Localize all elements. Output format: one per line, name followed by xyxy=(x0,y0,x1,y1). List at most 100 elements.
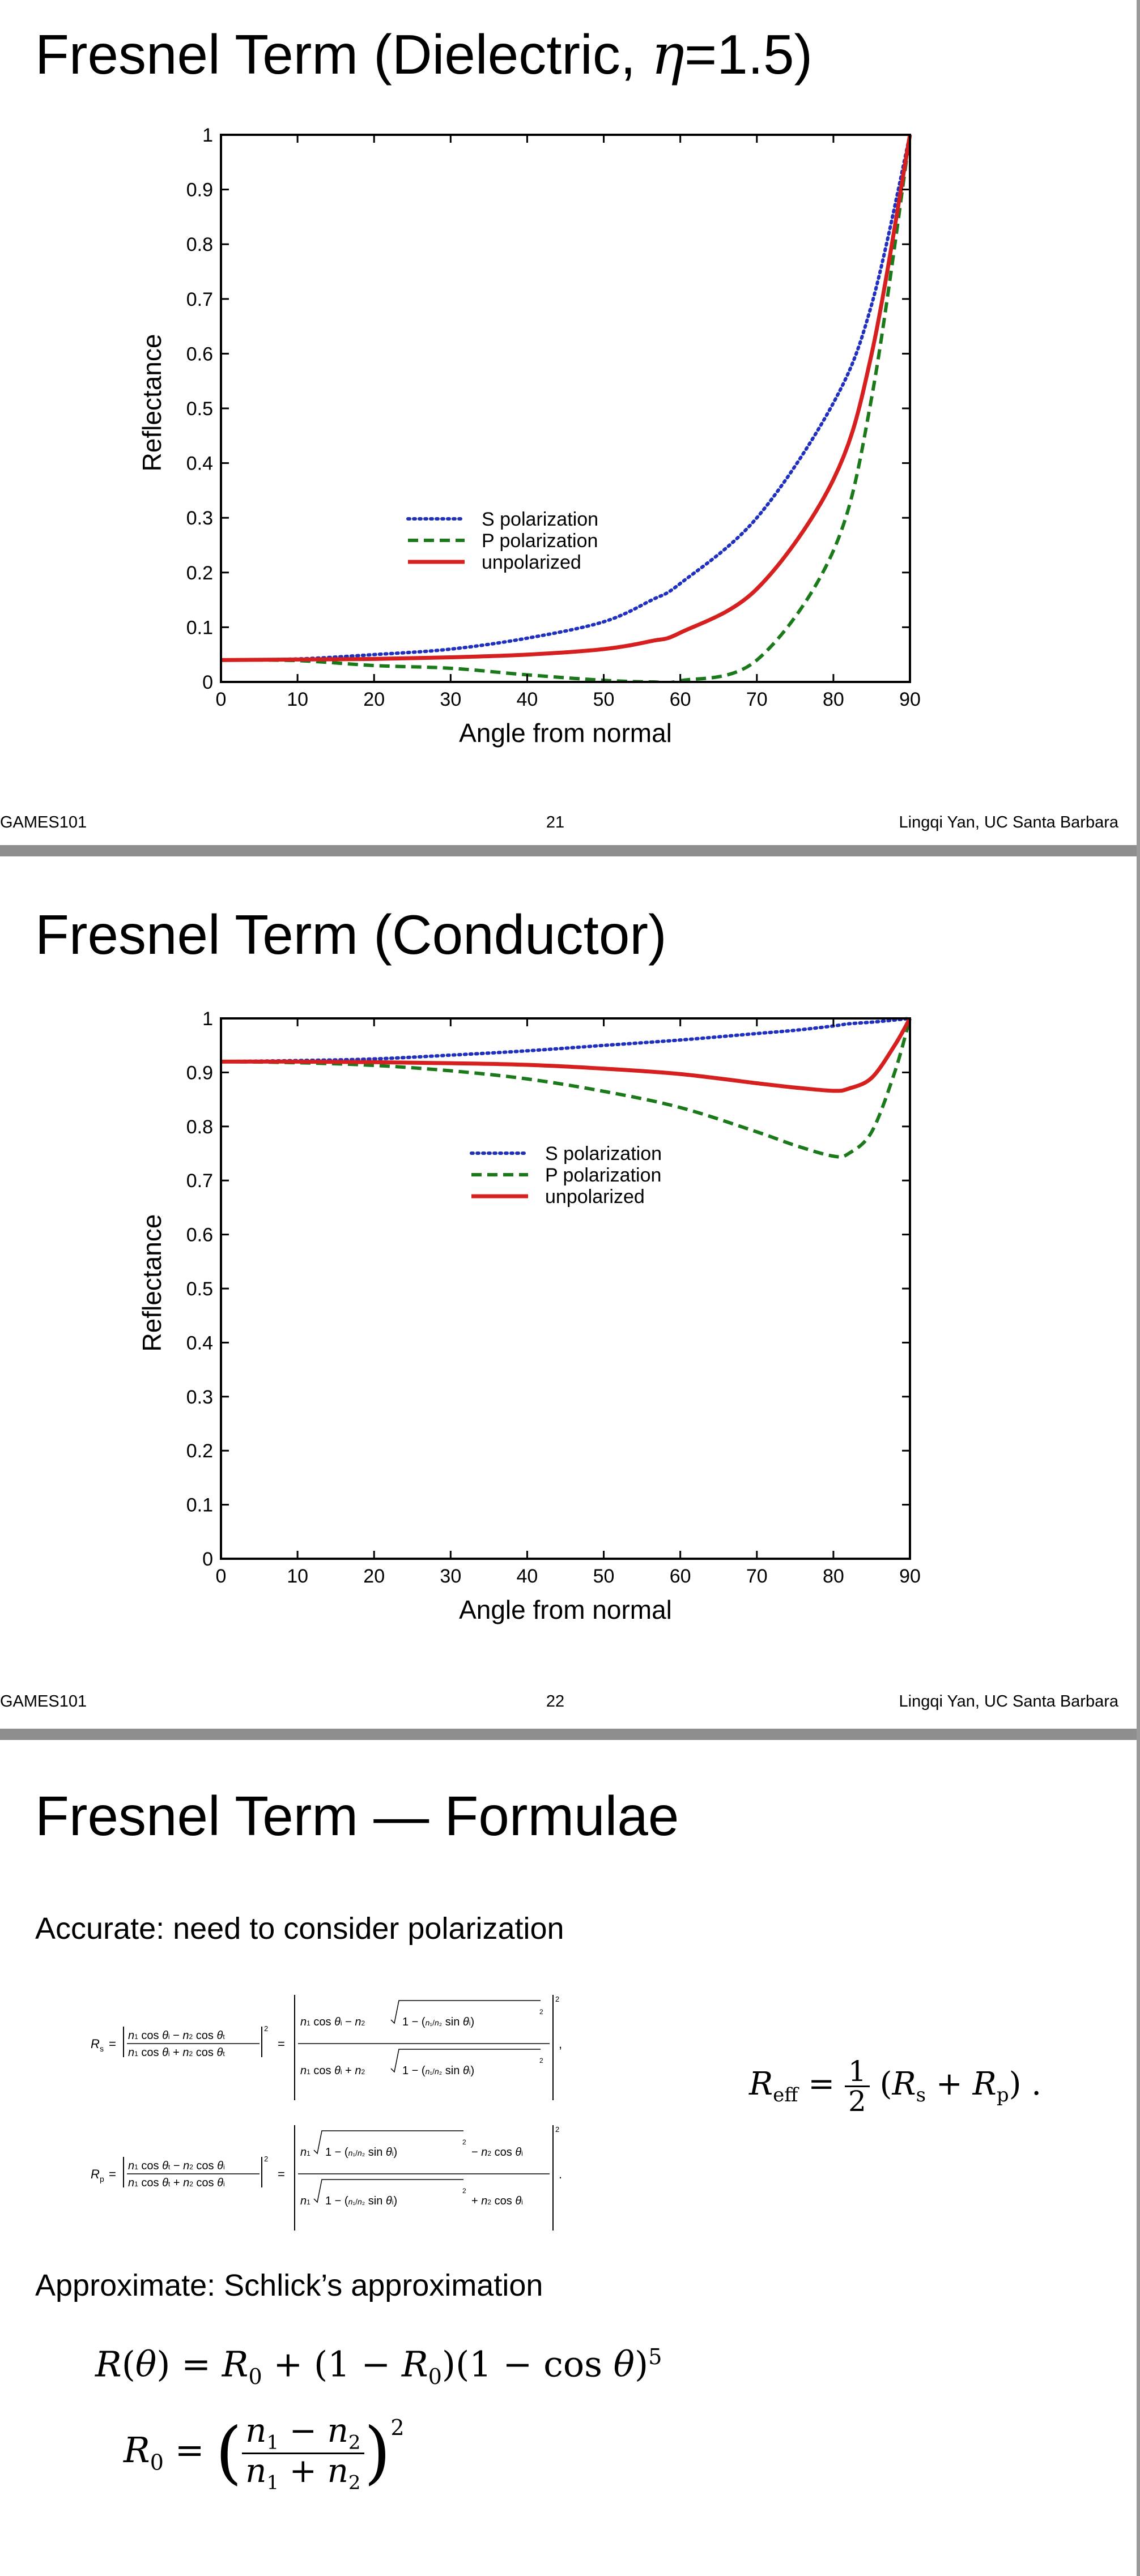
x-tick-label: 60 xyxy=(670,689,691,710)
x-tick-label: 90 xyxy=(899,1566,921,1587)
svg-text:2: 2 xyxy=(539,2057,543,2065)
slide-separator xyxy=(0,1729,1140,1740)
y-tick-label: 0.3 xyxy=(186,1387,213,1408)
y-tick-label: 1 xyxy=(202,1008,213,1030)
svg-text:2: 2 xyxy=(555,1995,559,2003)
svg-text:n1 cos θi − n2: n1 cos θi − n2 xyxy=(300,2016,365,2028)
title-prefix: Fresnel Term (Dielectric, xyxy=(35,23,652,86)
x-tick-label: 30 xyxy=(440,689,461,710)
x-tick-label: 20 xyxy=(363,1566,385,1587)
footer-page-number: 21 xyxy=(546,813,565,831)
series-line-s-polarization xyxy=(221,133,912,662)
svg-text:1 − (n₁/n₂ sin θi): 1 − (n₁/n₂ sin θi) xyxy=(402,2016,474,2028)
legend-label: P polarization xyxy=(545,1165,661,1186)
series-line-unpolarized xyxy=(221,134,912,662)
y-axis-label: Reflectance xyxy=(137,334,167,472)
svg-text:2: 2 xyxy=(264,2155,268,2163)
y-tick-label: 0.7 xyxy=(186,289,213,310)
svg-text:n1 cos θi + n2 cos θt: n1 cos θi + n2 cos θt xyxy=(128,2046,225,2059)
slide-title: Fresnel Term — Formulae xyxy=(35,1785,679,1847)
y-tick-label: 0.1 xyxy=(186,617,213,638)
y-tick-label: 0.5 xyxy=(186,398,213,420)
y-tick-label: 0.2 xyxy=(186,562,213,584)
svg-text:n1 cos θi + n2: n1 cos θi + n2 xyxy=(300,2065,365,2077)
x-tick-label: 70 xyxy=(746,1566,768,1587)
dielectric-fresnel-chart: 0 10 20 30 40 50 60 70 80 90 0 0.1 0.2 0.3 0.4 0.5 0.6 0.… xyxy=(137,125,921,748)
r0-equation: R0 = (n1 − n2 n1 + n2)2 xyxy=(124,2411,405,2494)
svg-text:=: = xyxy=(278,2037,285,2051)
eta-symbol: η xyxy=(651,23,685,87)
series-line-s-polarization xyxy=(221,1017,912,1064)
x-tick-label: 70 xyxy=(746,689,768,710)
y-tick-label: 0.3 xyxy=(186,507,213,529)
x-axis-label: Angle from normal xyxy=(459,1595,672,1624)
y-tick-label: 0.6 xyxy=(186,343,213,365)
y-tick-label: 0.9 xyxy=(186,1062,213,1084)
y-tick-label: 0.8 xyxy=(186,1116,213,1138)
legend-label: unpolarized xyxy=(482,552,581,573)
legend-label: unpolarized xyxy=(545,1186,645,1208)
x-tick-label: 0 xyxy=(216,689,227,710)
right-edge-rule xyxy=(1137,0,1140,2576)
x-tick-label: 10 xyxy=(287,689,308,710)
y-tick-label: 0.4 xyxy=(186,453,213,475)
slide-separator xyxy=(0,845,1140,856)
x-tick-label: 40 xyxy=(517,1566,538,1587)
legend-label: S polarization xyxy=(482,509,598,530)
x-tick-label: 10 xyxy=(287,1566,308,1587)
y-tick-label: 0.8 xyxy=(186,234,213,255)
y-tick-label: 0 xyxy=(202,672,213,693)
svg-text:=: = xyxy=(109,2037,116,2051)
svg-text:n1 cos θi − n2 cos θt: n1 cos θi − n2 cos θt xyxy=(128,2029,225,2042)
x-tick-label: 90 xyxy=(899,689,921,710)
footer-author: Lingqi Yan, UC Santa Barbara xyxy=(899,813,1118,831)
plot-area xyxy=(221,133,912,682)
svg-text:2: 2 xyxy=(264,2024,268,2033)
svg-text:R: R xyxy=(91,2037,100,2051)
x-tick-label: 20 xyxy=(363,689,385,710)
schlick-equation: R(θ) = R0 + (1 − R0)(1 − cos θ)5 xyxy=(95,2343,662,2390)
x-tick-label: 60 xyxy=(670,1566,691,1587)
plot-area xyxy=(221,1017,912,1159)
svg-text:s: s xyxy=(100,2044,104,2053)
svg-text:n1: n1 xyxy=(300,2195,310,2207)
slide-conductor: Fresnel Term (Conductor) 0 10 20 30 40 50 60 70… xyxy=(0,856,1140,1729)
svg-text:− n2 cos θi: − n2 cos θi xyxy=(471,2146,523,2159)
y-tick-label: 0.6 xyxy=(186,1225,213,1246)
svg-text:p: p xyxy=(100,2174,104,2183)
svg-text:2: 2 xyxy=(555,2125,559,2134)
approximate-label: Approximate: Schlick’s approximation xyxy=(35,2268,543,2302)
y-tick-label: 0.7 xyxy=(186,1170,213,1192)
slide-dielectric: Fresnel Term (Dielectric, η=1.5) 0 10 20 30… xyxy=(0,0,1140,845)
svg-text:.: . xyxy=(559,2167,562,2181)
y-axis-label: Reflectance xyxy=(137,1214,167,1352)
title-suffix: =1.5) xyxy=(684,23,813,86)
footer-course: GAMES101 xyxy=(0,1692,87,1711)
x-tick-label: 0 xyxy=(216,1566,227,1587)
x-tick-label: 50 xyxy=(593,1566,615,1587)
svg-text:=: = xyxy=(278,2167,285,2181)
y-tick-label: 0 xyxy=(202,1549,213,1570)
series-line-unpolarized xyxy=(221,1017,912,1093)
svg-text:,: , xyxy=(559,2037,562,2051)
footer-page-number: 22 xyxy=(546,1692,565,1711)
axes-frame xyxy=(220,1017,911,1560)
svg-text:n1: n1 xyxy=(300,2146,310,2159)
y-tick-label: 0.9 xyxy=(186,180,213,201)
y-tick-label: 0.4 xyxy=(186,1332,213,1354)
svg-text:1 − (n₁/n₂ sin θi): 1 − (n₁/n₂ sin θi) xyxy=(402,2065,474,2077)
slide-title: Fresnel Term (Dielectric, η=1.5) xyxy=(35,23,813,87)
legend-label: P polarization xyxy=(482,530,598,552)
svg-text:2: 2 xyxy=(462,2187,466,2195)
svg-text:=: = xyxy=(109,2167,116,2181)
y-tick-label: 0.1 xyxy=(186,1495,213,1516)
svg-text:R: R xyxy=(91,2167,100,2181)
slide-formulae: Fresnel Term — Formulae Accurate: need t… xyxy=(0,1740,1140,2576)
svg-text:n1 cos θt − n2 cos θi: n1 cos θt − n2 cos θi xyxy=(128,2160,225,2172)
svg-text:1 − (n₁/n₂ sin θi): 1 − (n₁/n₂ sin θi) xyxy=(325,2195,397,2207)
slide-title: Fresnel Term (Conductor) xyxy=(35,903,667,966)
